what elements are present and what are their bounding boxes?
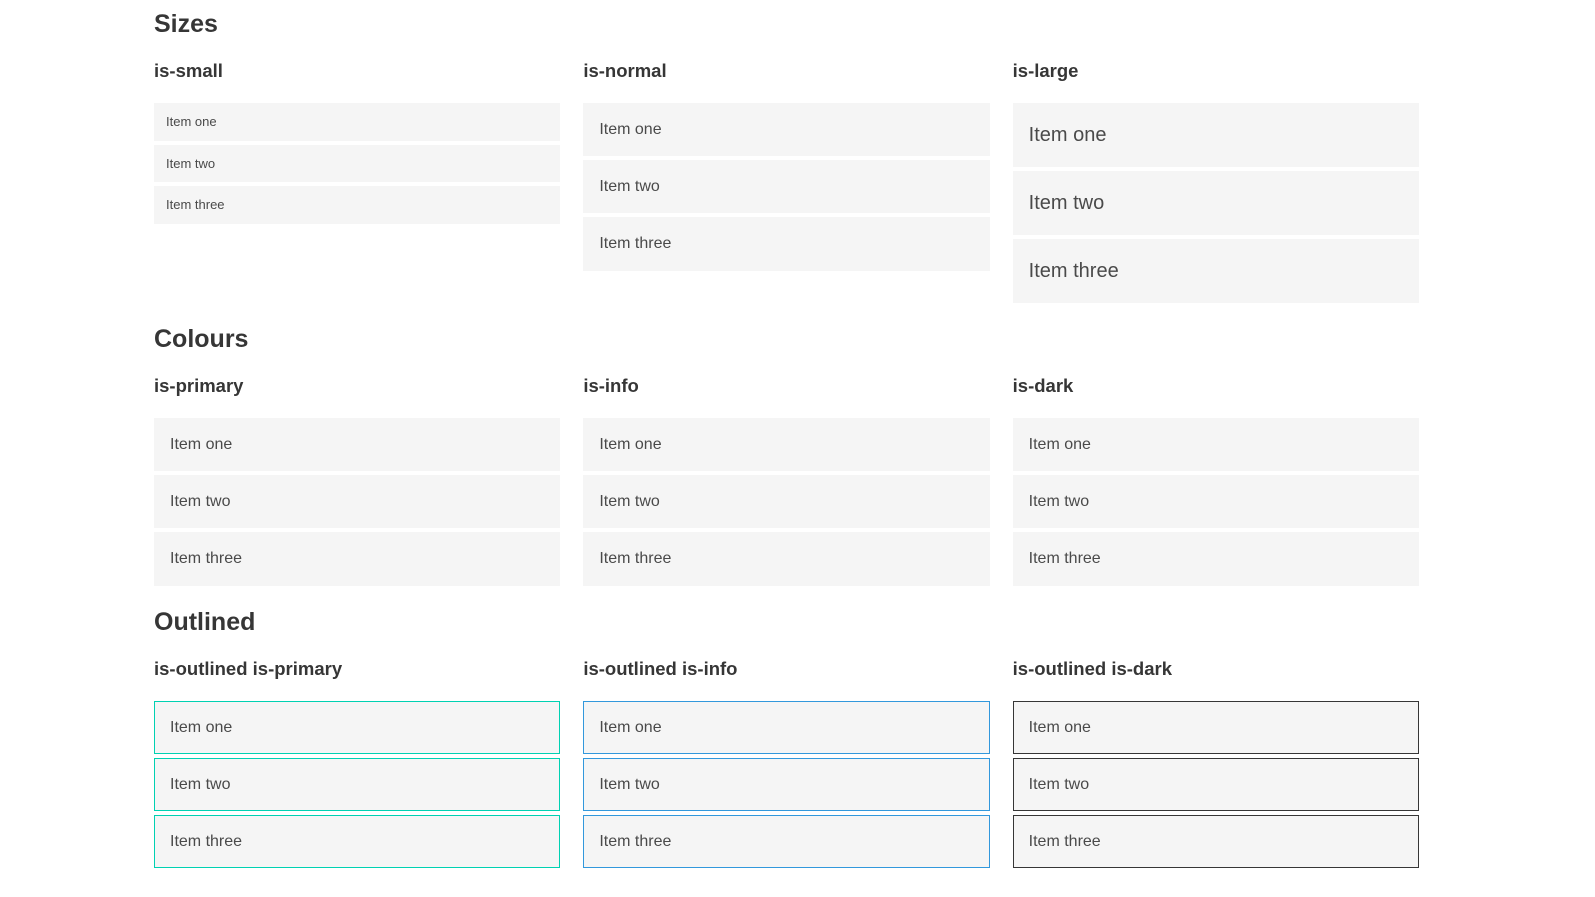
list-item[interactable]: Item two [583,475,990,529]
section-outlined: Outlined is-outlined is-primary Item one… [154,608,1419,873]
list-item[interactable]: Item one [1012,700,1419,754]
list-item[interactable]: Item three [1012,814,1419,869]
list-item[interactable]: Item one [1012,103,1419,167]
list-demo-page: Sizes is-small Item one Item two Item th… [154,0,1419,892]
item-list: Item one Item two Item three [154,103,561,224]
section-title: Outlined [154,607,256,636]
group-column-is-normal: is-normal Item one Item two Item three [583,60,990,307]
group-column-is-info: is-info Item one Item two Item three [583,375,990,590]
group-label: is-outlined is-dark [1012,657,1172,679]
group-column-is-outlined-is-primary: is-outlined is-primary Item one Item two… [154,657,561,873]
group-label: is-large [1012,60,1079,81]
section-colours: Colours is-primary Item one Item two Ite… [154,325,1419,590]
group-column-is-small: is-small Item one Item two Item three [154,60,561,307]
item-list: Item one Item two Item three [583,418,990,586]
colours-row: is-primary Item one Item two Item three … [154,375,1419,590]
list-item[interactable]: Item one [583,700,990,754]
list-item[interactable]: Item three [154,814,561,869]
list-item[interactable]: Item two [583,757,990,811]
group-column-is-outlined-is-info: is-outlined is-info Item one Item two It… [583,657,990,873]
sizes-row: is-small Item one Item two Item three is… [154,60,1419,307]
list-item[interactable]: Item three [154,532,561,586]
list-item[interactable]: Item one [583,103,990,157]
list-item[interactable]: Item two [1012,171,1419,235]
item-list: Item one Item two Item three [583,700,990,869]
list-item[interactable]: Item one [583,418,990,472]
item-list: Item one Item two Item three [583,103,990,271]
list-item[interactable]: Item two [1012,475,1419,529]
group-label: is-dark [1012,375,1074,396]
list-item[interactable]: Item three [1012,239,1419,303]
group-column-is-dark: is-dark Item one Item two Item three [1012,375,1419,590]
group-label: is-small [154,60,223,81]
list-item[interactable]: Item three [583,217,990,271]
list-item[interactable]: Item two [154,757,561,811]
list-item[interactable]: Item two [154,475,561,529]
list-item[interactable]: Item three [154,186,561,224]
section-title: Sizes [154,10,218,38]
list-item[interactable]: Item two [154,144,561,183]
group-label: is-outlined is-info [583,657,738,679]
item-list: Item one Item two Item three [154,418,561,586]
list-item[interactable]: Item one [1012,418,1419,472]
list-item[interactable]: Item three [583,814,990,869]
group-label: is-primary [154,375,244,396]
list-item[interactable]: Item three [1012,532,1419,586]
group-column-is-large: is-large Item one Item two Item three [1012,60,1419,307]
list-item[interactable]: Item two [583,160,990,214]
item-list: Item one Item two Item three [154,700,561,869]
outlined-row: is-outlined is-primary Item one Item two… [154,658,1419,873]
item-list: Item one Item two Item three [1012,103,1419,303]
section-title: Colours [154,325,249,353]
group-label: is-info [583,375,639,396]
group-column-is-outlined-is-dark: is-outlined is-dark Item one Item two It… [1012,657,1419,873]
list-item[interactable]: Item one [154,700,561,754]
section-sizes: Sizes is-small Item one Item two Item th… [154,10,1419,307]
group-column-is-primary: is-primary Item one Item two Item three [154,375,561,590]
list-item[interactable]: Item one [154,103,561,141]
group-label: is-normal [583,60,667,81]
item-list: Item one Item two Item three [1012,700,1419,869]
list-item[interactable]: Item two [1012,757,1419,811]
list-item[interactable]: Item one [154,418,561,472]
group-label: is-outlined is-primary [154,657,343,679]
list-item[interactable]: Item three [583,532,990,586]
item-list: Item one Item two Item three [1012,418,1419,586]
